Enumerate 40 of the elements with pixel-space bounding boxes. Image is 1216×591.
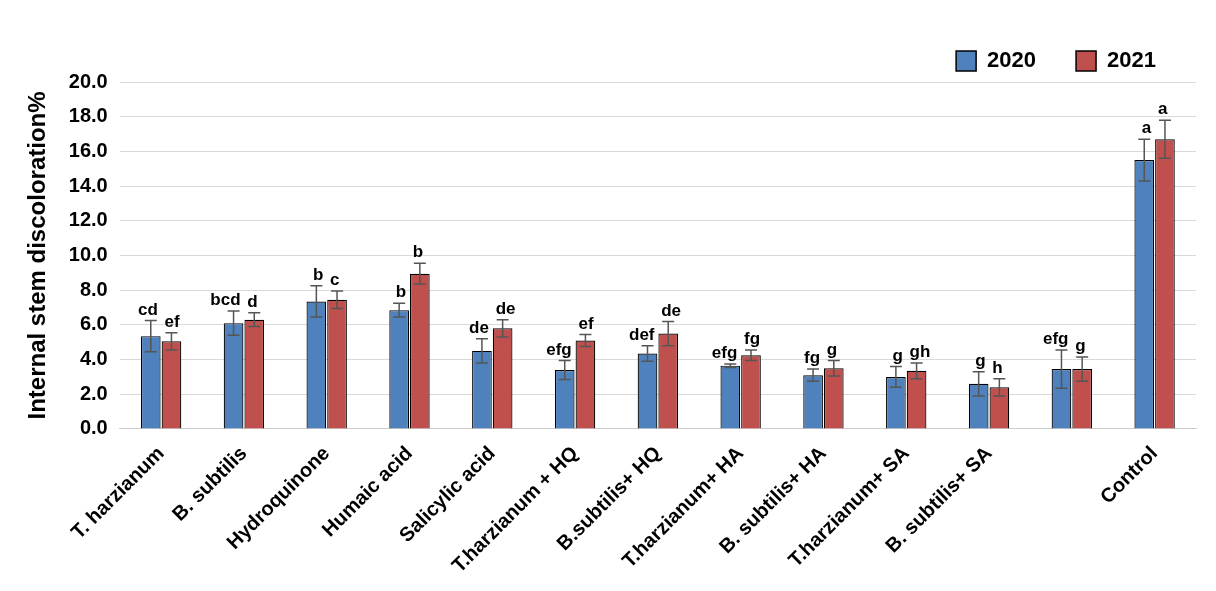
- data-label: a: [1157, 99, 1168, 119]
- data-label: g: [892, 345, 903, 365]
- data-label: de: [495, 298, 516, 318]
- data-label: h: [992, 357, 1003, 377]
- y-tick-label: 18.0: [68, 104, 108, 127]
- y-tick-label: 8.0: [79, 277, 108, 300]
- legend-label: 2021: [1107, 47, 1157, 73]
- data-label: ef: [164, 311, 180, 331]
- y-axis-title: Internal stem discoloration%: [23, 91, 51, 420]
- data-label: gh: [909, 342, 931, 362]
- y-tick-label: 0.0: [79, 416, 108, 439]
- data-label: ef: [578, 313, 594, 333]
- y-tick-label: 2.0: [79, 381, 108, 404]
- data-label: efg: [1042, 329, 1069, 349]
- y-tick-label: 12.0: [68, 208, 108, 231]
- data-label: cd: [137, 299, 158, 319]
- data-label: a: [1141, 118, 1152, 138]
- y-tick-label: 4.0: [79, 347, 108, 370]
- data-label: de: [661, 300, 682, 320]
- y-tick-label: 20.0: [68, 69, 108, 92]
- data-label: g: [975, 350, 986, 370]
- data-label: d: [247, 291, 258, 311]
- data-label: de: [469, 317, 489, 337]
- data-label: fg: [744, 329, 761, 349]
- legend-label: 2020: [987, 47, 1037, 73]
- data-label: b: [395, 282, 407, 302]
- data-label: fg: [804, 348, 821, 368]
- data-label: b: [312, 265, 324, 285]
- y-tick-label: 10.0: [68, 243, 108, 265]
- y-tick-label: 14.0: [68, 173, 108, 196]
- data-label: bcd: [210, 290, 241, 310]
- data-label: g: [1075, 336, 1086, 356]
- data-label: b: [412, 242, 424, 262]
- data-label: def: [629, 324, 655, 344]
- data-label: c: [330, 270, 340, 290]
- data-label: efg: [546, 339, 572, 359]
- data-label: g: [826, 339, 838, 359]
- y-tick-label: 6.0: [79, 312, 108, 335]
- y-tick-label: 16.0: [68, 138, 108, 161]
- data-label: efg: [711, 343, 738, 363]
